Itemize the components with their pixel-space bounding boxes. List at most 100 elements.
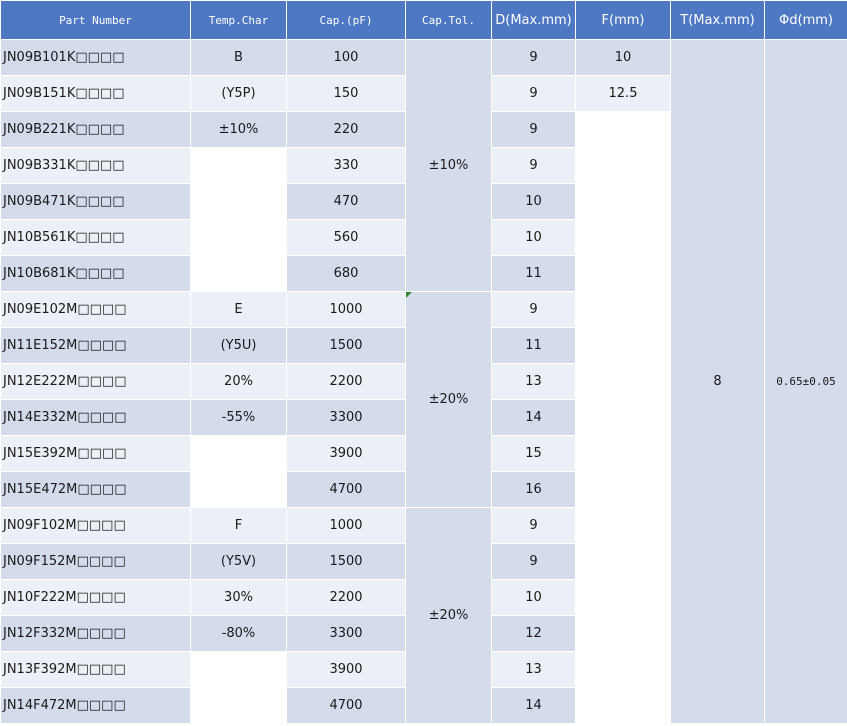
t-max-cell: 8 bbox=[670, 39, 765, 724]
f-mm-cell bbox=[575, 687, 671, 724]
d-max-cell: 9 bbox=[491, 75, 576, 112]
f-mm-cell bbox=[575, 111, 671, 148]
header-cap-pf: Cap.(pF) bbox=[286, 0, 406, 40]
temp-char-cell: (Y5U) bbox=[190, 327, 287, 364]
d-max-cell: 13 bbox=[491, 363, 576, 400]
cap-tol-cell: ±10% bbox=[405, 39, 492, 292]
temp-char-cell: -80% bbox=[190, 615, 287, 652]
table-row: JN09F152M□□□□ (Y5V) 1500 9 bbox=[0, 543, 847, 580]
part-number-cell: JN10B681K□□□□ bbox=[0, 255, 191, 292]
cap-pf-cell: 100 bbox=[286, 39, 406, 76]
temp-char-cell bbox=[190, 435, 287, 472]
cap-pf-cell: 4700 bbox=[286, 471, 406, 508]
part-number-cell: JN11E152M□□□□ bbox=[0, 327, 191, 364]
d-max-cell: 10 bbox=[491, 579, 576, 616]
part-number-cell: JN15E392M□□□□ bbox=[0, 435, 191, 472]
d-max-cell: 11 bbox=[491, 327, 576, 364]
temp-char-cell: -55% bbox=[190, 399, 287, 436]
cap-pf-cell: 220 bbox=[286, 111, 406, 148]
cell-comment-marker bbox=[406, 292, 412, 298]
cap-pf-cell: 3900 bbox=[286, 651, 406, 688]
d-max-cell: 16 bbox=[491, 471, 576, 508]
d-max-cell: 13 bbox=[491, 651, 576, 688]
part-number-cell: JN09F152M□□□□ bbox=[0, 543, 191, 580]
temp-char-cell: B bbox=[190, 39, 287, 76]
f-mm-cell: 12.5 bbox=[575, 75, 671, 112]
table-row: JN09F102M□□□□ F 1000 ±20% 9 bbox=[0, 507, 847, 724]
cap-pf-cell: 1500 bbox=[286, 327, 406, 364]
temp-char-cell bbox=[190, 183, 287, 220]
table-row: JN14F472M□□□□ 4700 14 bbox=[0, 687, 847, 724]
cap-pf-cell: 4700 bbox=[286, 687, 406, 724]
part-number-cell: JN09B101K□□□□ bbox=[0, 39, 191, 76]
part-number-cell: JN14E332M□□□□ bbox=[0, 399, 191, 436]
header-f-mm: F(mm) bbox=[575, 0, 671, 40]
cap-pf-cell: 1000 bbox=[286, 291, 406, 328]
part-number-cell: JN09E102M□□□□ bbox=[0, 291, 191, 328]
f-mm-cell bbox=[575, 219, 671, 256]
part-number-cell: JN09F102M□□□□ bbox=[0, 507, 191, 544]
d-max-cell: 14 bbox=[491, 687, 576, 724]
cap-tol-cell: ±20% bbox=[405, 507, 492, 724]
cap-pf-cell: 3900 bbox=[286, 435, 406, 472]
f-mm-cell bbox=[575, 327, 671, 364]
cap-tol-cell: ±20% bbox=[405, 291, 492, 508]
d-max-cell: 9 bbox=[491, 39, 576, 76]
temp-char-cell: (Y5P) bbox=[190, 75, 287, 112]
part-number-cell: JN14F472M□□□□ bbox=[0, 687, 191, 724]
temp-char-cell: (Y5V) bbox=[190, 543, 287, 580]
part-number-cell: JN10F222M□□□□ bbox=[0, 579, 191, 616]
table-row: JN09B471K□□□□ 470 10 bbox=[0, 183, 847, 220]
table-row: JN12E222M□□□□ 20% 2200 13 bbox=[0, 363, 847, 400]
table-row: JN09B331K□□□□ 330 9 bbox=[0, 147, 847, 184]
d-max-cell: 10 bbox=[491, 183, 576, 220]
d-max-cell: 9 bbox=[491, 111, 576, 148]
cap-pf-cell: 3300 bbox=[286, 399, 406, 436]
temp-char-cell bbox=[190, 219, 287, 256]
phi-d-cell: 0.65±0.05 bbox=[764, 39, 847, 724]
temp-char-cell: F bbox=[190, 507, 287, 544]
temp-char-cell: 30% bbox=[190, 579, 287, 616]
cap-pf-cell: 1000 bbox=[286, 507, 406, 544]
temp-char-cell bbox=[190, 147, 287, 184]
cap-pf-cell: 2200 bbox=[286, 579, 406, 616]
d-max-cell: 9 bbox=[491, 543, 576, 580]
part-number-cell: JN13F392M□□□□ bbox=[0, 651, 191, 688]
d-max-cell: 9 bbox=[491, 147, 576, 184]
d-max-cell: 14 bbox=[491, 399, 576, 436]
temp-char-cell bbox=[190, 687, 287, 724]
f-mm-cell bbox=[575, 579, 671, 616]
header-phi-d: Φd(mm) bbox=[764, 0, 847, 40]
table-row: JN14E332M□□□□ -55% 3300 14 bbox=[0, 399, 847, 436]
part-number-cell: JN09B151K□□□□ bbox=[0, 75, 191, 112]
f-mm-cell bbox=[575, 471, 671, 508]
part-number-cell: JN10B561K□□□□ bbox=[0, 219, 191, 256]
temp-char-cell bbox=[190, 471, 287, 508]
part-number-cell: JN12E222M□□□□ bbox=[0, 363, 191, 400]
f-mm-cell bbox=[575, 255, 671, 292]
part-number-cell: JN09B221K□□□□ bbox=[0, 111, 191, 148]
cap-pf-cell: 2200 bbox=[286, 363, 406, 400]
f-mm-cell bbox=[575, 147, 671, 184]
temp-char-cell bbox=[190, 255, 287, 292]
f-mm-cell bbox=[575, 651, 671, 688]
temp-char-cell bbox=[190, 651, 287, 688]
header-t-max: T(Max.mm) bbox=[670, 0, 765, 40]
header-d-max: D(Max.mm) bbox=[491, 0, 576, 40]
d-max-cell: 11 bbox=[491, 255, 576, 292]
cap-pf-cell: 680 bbox=[286, 255, 406, 292]
cap-pf-cell: 3300 bbox=[286, 615, 406, 652]
f-mm-cell bbox=[575, 399, 671, 436]
table-row: JN15E472M□□□□ 4700 16 bbox=[0, 471, 847, 508]
table-row: JN09B101K□□□□ B 100 ±10% 9 10 8 0.65±0.05 bbox=[0, 39, 847, 724]
part-number-cell: JN15E472M□□□□ bbox=[0, 471, 191, 508]
header-row: Part Number Temp.Char Cap.(pF) Cap.Tol. … bbox=[0, 0, 847, 40]
cap-pf-cell: 150 bbox=[286, 75, 406, 112]
cap-pf-cell: 560 bbox=[286, 219, 406, 256]
f-mm-cell bbox=[575, 363, 671, 400]
part-number-cell: JN09B331K□□□□ bbox=[0, 147, 191, 184]
table-row: JN13F392M□□□□ 3900 13 bbox=[0, 651, 847, 688]
f-mm-cell bbox=[575, 507, 671, 544]
f-mm-cell bbox=[575, 615, 671, 652]
